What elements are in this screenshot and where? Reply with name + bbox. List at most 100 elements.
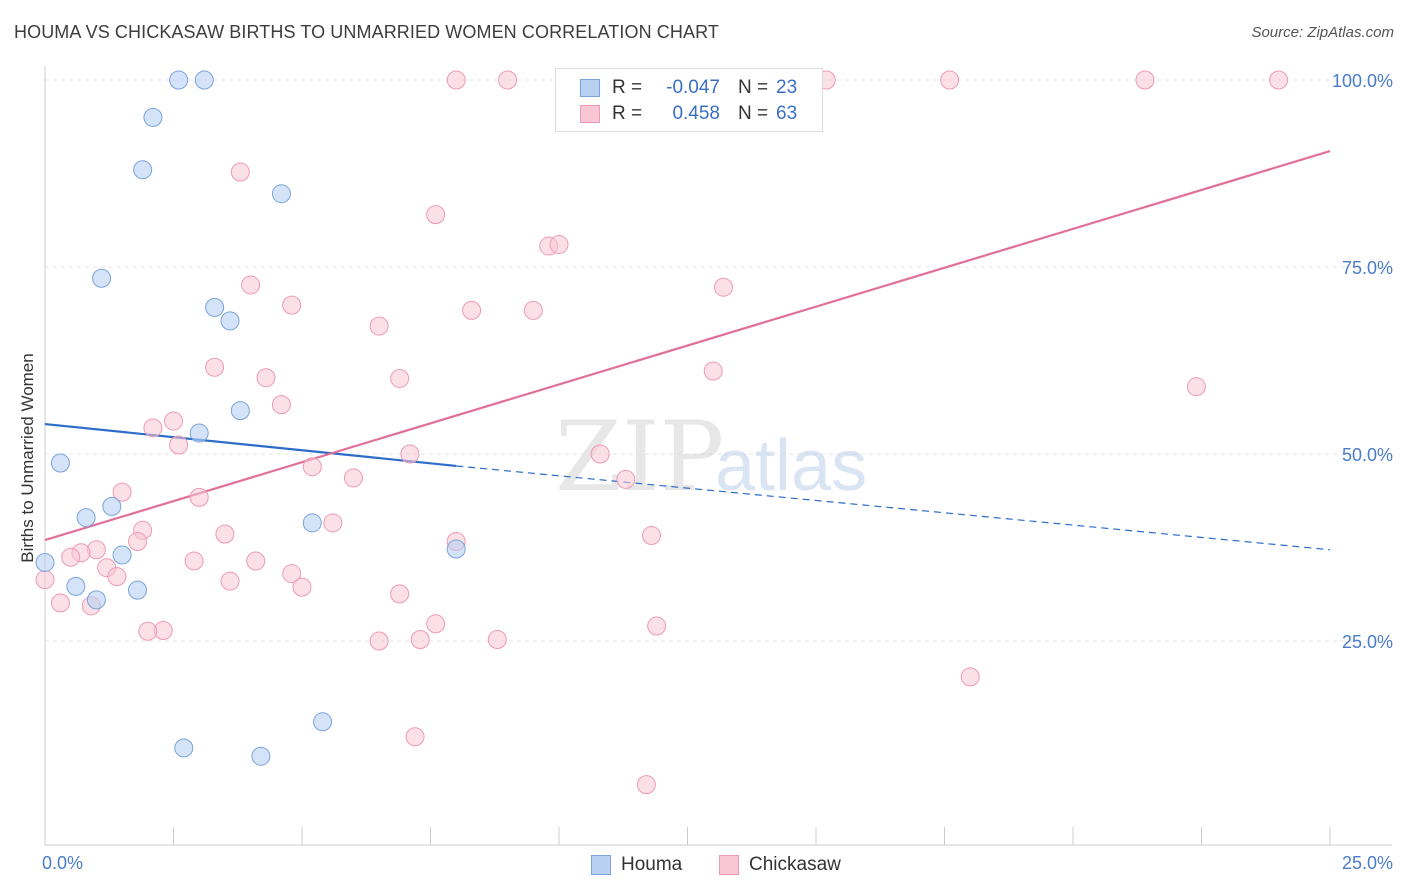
bottom-legend-chickasaw: Chickasaw (719, 852, 841, 878)
trendlines (44, 150, 1331, 551)
chickasaw-point (282, 295, 302, 315)
chickasaw-point (369, 631, 389, 651)
x-tick-label: 0.0% (42, 853, 83, 873)
chickasaw-point (426, 205, 446, 225)
chickasaw-point (302, 457, 322, 477)
chickasaw-swatch (580, 105, 600, 123)
chart-title: HOUMA VS CHICKASAW BIRTHS TO UNMARRIED W… (14, 22, 719, 42)
chickasaw-point (86, 540, 106, 560)
chickasaw-point (446, 70, 466, 90)
chickasaw-point (343, 468, 363, 488)
chickasaw-point (323, 513, 343, 533)
chickasaw-r-value: 0.458 (672, 103, 720, 124)
stats-legend: R = -0.047 N = 23 R = 0.458 N = 63 (555, 68, 823, 132)
chickasaw-point (590, 444, 610, 464)
legend-row-chickasaw: R = 0.458 N = 63 (580, 101, 797, 127)
houma-point (35, 552, 55, 572)
chickasaw-point (487, 630, 507, 650)
y-tick-label: 25.0% (1342, 632, 1393, 652)
houma-point (112, 545, 132, 565)
houma-n-value: 23 (776, 77, 798, 98)
chickasaw-point (647, 616, 667, 636)
chickasaw-point (292, 577, 312, 597)
chickasaw-point (390, 584, 410, 604)
chickasaw-point (164, 411, 183, 431)
bottom-houma-swatch (591, 855, 611, 875)
houma-point (174, 738, 194, 758)
houma-point (205, 297, 225, 317)
houma-point (446, 539, 466, 559)
houma-point (128, 580, 148, 600)
chickasaw-point (246, 551, 266, 571)
y-axis-label: Births to Unmarried Women (18, 353, 37, 562)
watermark-atlas: atlas (715, 426, 867, 506)
houma-point (86, 590, 106, 610)
data-points (35, 70, 1289, 795)
houma-point (313, 712, 333, 732)
chickasaw-point (189, 487, 209, 507)
chickasaw-point (1186, 377, 1206, 397)
houma-point (133, 160, 153, 180)
chickasaw-point (35, 570, 55, 590)
bottom-chickasaw-swatch (719, 855, 739, 875)
bottom-legend-houma: Houma (591, 852, 682, 878)
x-tick-label: 25.0% (1342, 853, 1393, 873)
legend-row-houma: R = -0.047 N = 23 (580, 75, 797, 101)
houma-point (143, 107, 163, 127)
houma-r-label: R = (612, 77, 643, 98)
chickasaw-trendline (44, 150, 1331, 542)
bottom-chickasaw-label: Chickasaw (749, 854, 841, 875)
houma-point (102, 496, 122, 516)
chickasaw-point (230, 162, 250, 182)
houma-point (66, 576, 86, 596)
axes (44, 66, 1392, 846)
y-tick-label: 50.0% (1342, 445, 1393, 465)
chickasaw-point (390, 368, 410, 388)
chickasaw-point (215, 524, 235, 544)
houma-point (220, 311, 240, 331)
y-tick-label: 75.0% (1342, 258, 1393, 278)
chickasaw-point (220, 571, 240, 591)
y-tick-label: 100.0% (1332, 71, 1393, 91)
chickasaw-point (169, 435, 189, 455)
chickasaw-point (549, 235, 569, 255)
chickasaw-n-label: N = (738, 103, 769, 124)
chickasaw-point (960, 667, 980, 687)
houma-point (50, 453, 70, 473)
houma-point (230, 401, 250, 421)
gridlines (45, 79, 1392, 642)
chickasaw-point (61, 547, 81, 567)
houma-point (92, 268, 112, 288)
chickasaw-point (713, 277, 733, 297)
chickasaw-point (400, 444, 420, 464)
houma-point (302, 513, 322, 533)
chickasaw-r-label: R = (612, 103, 643, 124)
watermark-zip: ZIP (555, 401, 724, 513)
chickasaw-n-value: 63 (776, 103, 798, 124)
chickasaw-point (271, 395, 291, 415)
chickasaw-point (143, 418, 163, 438)
chickasaw-point (369, 316, 389, 336)
houma-point (169, 70, 189, 90)
chickasaw-point (703, 361, 723, 381)
bottom-houma-label: Houma (621, 854, 683, 875)
houma-point (76, 508, 96, 528)
houma-point (251, 746, 271, 766)
source-label: Source: ZipAtlas.com (1251, 24, 1394, 41)
chickasaw-point (138, 621, 158, 641)
chickasaw-point (940, 70, 960, 90)
chickasaw-point (128, 532, 148, 552)
tick-labels: 25.0% 50.0% 75.0% 100.0% 0.0% 25.0% (42, 71, 1393, 873)
houma-point (189, 423, 209, 443)
chickasaw-point (426, 614, 446, 634)
chickasaw-point (112, 482, 132, 502)
houma-trendline-dashed (456, 465, 1331, 551)
houma-point (271, 184, 291, 204)
chickasaw-point (498, 70, 518, 90)
chickasaw-point (462, 300, 482, 320)
chickasaw-point (1269, 70, 1289, 90)
houma-swatch (580, 79, 600, 97)
houma-n-label: N = (738, 77, 769, 98)
houma-point (194, 70, 214, 90)
chickasaw-point (642, 526, 662, 546)
